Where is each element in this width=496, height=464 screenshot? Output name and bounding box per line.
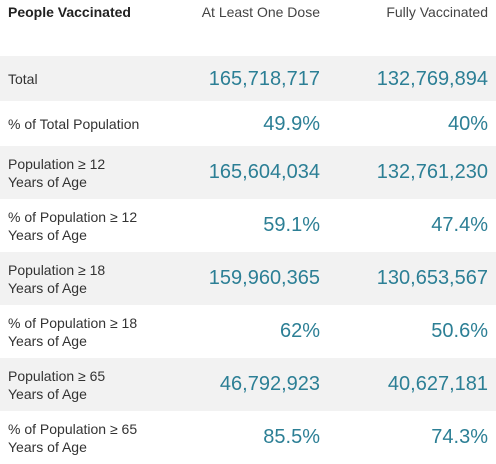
fully-vaccinated-value: 132,769,894 bbox=[328, 56, 496, 101]
row-label-line1: % of Total Population bbox=[8, 115, 140, 132]
row-label-line2: Years of Age bbox=[8, 279, 87, 296]
at-least-one-dose-value: 49.9% bbox=[263, 113, 320, 135]
at-least-one-dose-value: 159,960,365 bbox=[178, 252, 328, 305]
header-fully-vaccinated: Fully Vaccinated bbox=[386, 4, 488, 20]
row-label-line1: % of Population ≥ 18 bbox=[8, 314, 138, 331]
table-row: Total 165,718,717 132,769,894 bbox=[0, 56, 496, 101]
row-label-line2: Years of Age bbox=[8, 332, 87, 349]
fully-vaccinated-value: 132,761,230 bbox=[328, 146, 496, 199]
at-least-one-dose-value: 62% bbox=[279, 320, 320, 342]
fully-vaccinated-value: 74.3% bbox=[431, 426, 488, 448]
row-label-line1: Population ≥ 18 bbox=[8, 261, 106, 278]
row-label: % of Population ≥ 18 Years of Age bbox=[0, 305, 178, 358]
fully-vaccinated-value: 40,627,181 bbox=[328, 358, 496, 411]
row-label: Total bbox=[0, 56, 178, 101]
row-label-line1: % of Population ≥ 65 bbox=[8, 420, 138, 437]
at-least-one-dose-value: 46,792,923 bbox=[178, 358, 328, 411]
at-least-one-dose-value: 59.1% bbox=[263, 214, 320, 236]
row-label: % of Population ≥ 12 Years of Age bbox=[0, 199, 178, 252]
table-row: % of Population ≥ 18 Years of Age 62% 50.… bbox=[0, 305, 496, 358]
header-at-least-one-dose: At Least One Dose bbox=[201, 4, 320, 20]
row-label-line1: % of Population ≥ 12 bbox=[8, 208, 138, 225]
table-row: % of Total Population 49.9% 40% bbox=[0, 101, 496, 146]
at-least-one-dose-value: 85.5% bbox=[263, 426, 320, 448]
row-label: % of Population ≥ 65 Years of Age bbox=[0, 411, 178, 464]
table-row: Population ≥ 65 Years of Age 46,792,923 4… bbox=[0, 358, 496, 411]
row-label: Population ≥ 65 Years of Age bbox=[0, 358, 178, 411]
row-label-line2: Years of Age bbox=[8, 385, 87, 402]
row-label-line2: Years of Age bbox=[8, 173, 87, 190]
row-label: Population ≥ 18 Years of Age bbox=[0, 252, 178, 305]
table-row: Population ≥ 18 Years of Age 159,960,365 … bbox=[0, 252, 496, 305]
table-row: % of Population ≥ 12 Years of Age 59.1% 4… bbox=[0, 199, 496, 252]
row-label-line2: Years of Age bbox=[8, 226, 87, 243]
at-least-one-dose-value: 165,604,034 bbox=[178, 146, 328, 199]
table-row: Population ≥ 12 Years of Age 165,604,034 … bbox=[0, 146, 496, 199]
row-label-line2: Years of Age bbox=[8, 438, 87, 455]
header-people-vaccinated: People Vaccinated bbox=[8, 4, 131, 20]
fully-vaccinated-value: 130,653,567 bbox=[328, 252, 496, 305]
at-least-one-dose-value: 165,718,717 bbox=[178, 56, 328, 101]
table-header-row: People Vaccinated At Least One Dose Full… bbox=[0, 0, 496, 56]
fully-vaccinated-value: 40% bbox=[447, 113, 488, 135]
row-label: Population ≥ 12 Years of Age bbox=[0, 146, 178, 199]
row-label-line1: Total bbox=[8, 70, 38, 87]
fully-vaccinated-value: 47.4% bbox=[431, 214, 488, 236]
row-label-line1: Population ≥ 65 bbox=[8, 367, 106, 384]
fully-vaccinated-value: 50.6% bbox=[431, 320, 488, 342]
table-row: % of Population ≥ 65 Years of Age 85.5% 7… bbox=[0, 411, 496, 464]
row-label: % of Total Population bbox=[0, 101, 178, 146]
row-label-line1: Population ≥ 12 bbox=[8, 155, 106, 172]
